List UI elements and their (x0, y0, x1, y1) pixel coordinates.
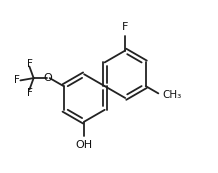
Text: F: F (14, 75, 20, 85)
Text: F: F (27, 59, 32, 69)
Text: O: O (44, 73, 53, 83)
Text: F: F (27, 88, 32, 98)
Text: F: F (122, 22, 128, 32)
Text: CH₃: CH₃ (162, 90, 181, 99)
Text: OH: OH (76, 140, 93, 150)
